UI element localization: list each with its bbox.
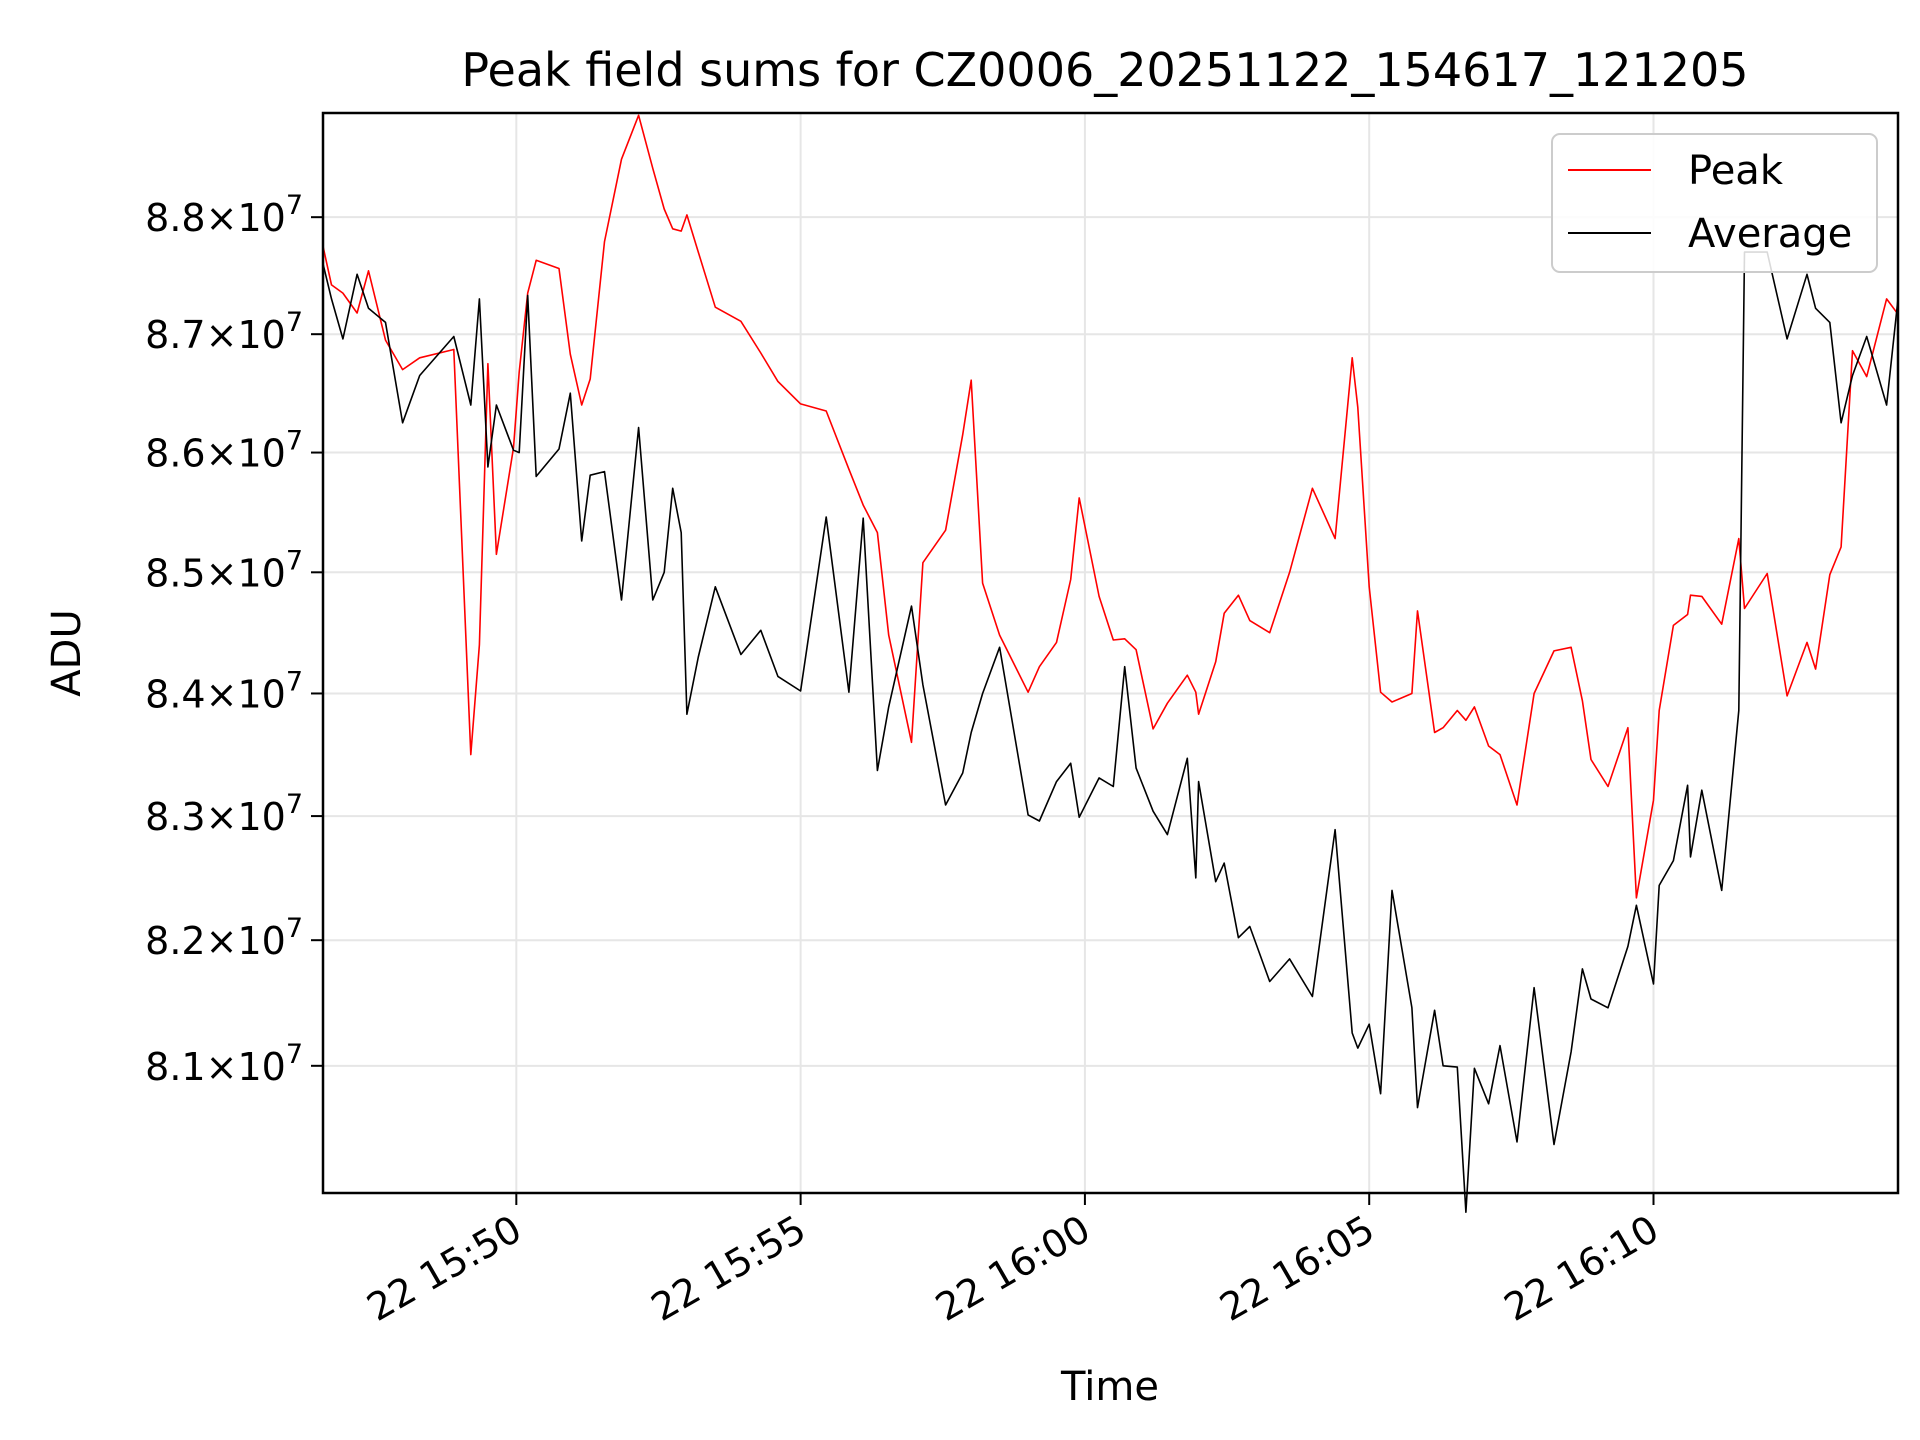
legend: Peak Average — [1551, 133, 1878, 273]
series-line-average — [322, 251, 1899, 1213]
legend-box — [1551, 133, 1878, 273]
y-tick-label: 8.4×107 — [145, 666, 303, 716]
y-tick-label: 8.8×107 — [145, 190, 303, 240]
x-axis-label: Time — [1060, 1364, 1159, 1410]
y-tick-label: 8.7×107 — [145, 307, 303, 357]
y-tick-label: 8.3×107 — [145, 789, 303, 839]
y-tick-label: 8.6×107 — [145, 426, 303, 476]
chart-title: Peak field sums for CZ0006_20251122_1546… — [461, 43, 1748, 97]
y-tick-label: 8.1×107 — [145, 1039, 303, 1089]
legend-label-average: Average — [1688, 211, 1852, 257]
grid — [323, 113, 1898, 1193]
y-axis: 8.1×107 8.2×107 8.3×107 8.4×107 8.5×107 8.6×1… — [145, 190, 323, 1089]
y-axis-label: ADU — [44, 609, 90, 696]
plot-lines — [322, 114, 1899, 1213]
legend-label-peak: Peak — [1688, 148, 1784, 194]
plot-frame — [321, 111, 1900, 1195]
y-tick-label: 8.2×107 — [145, 913, 303, 963]
series-line-peak — [322, 114, 1899, 899]
y-tick-label: 8.5×107 — [145, 545, 303, 595]
